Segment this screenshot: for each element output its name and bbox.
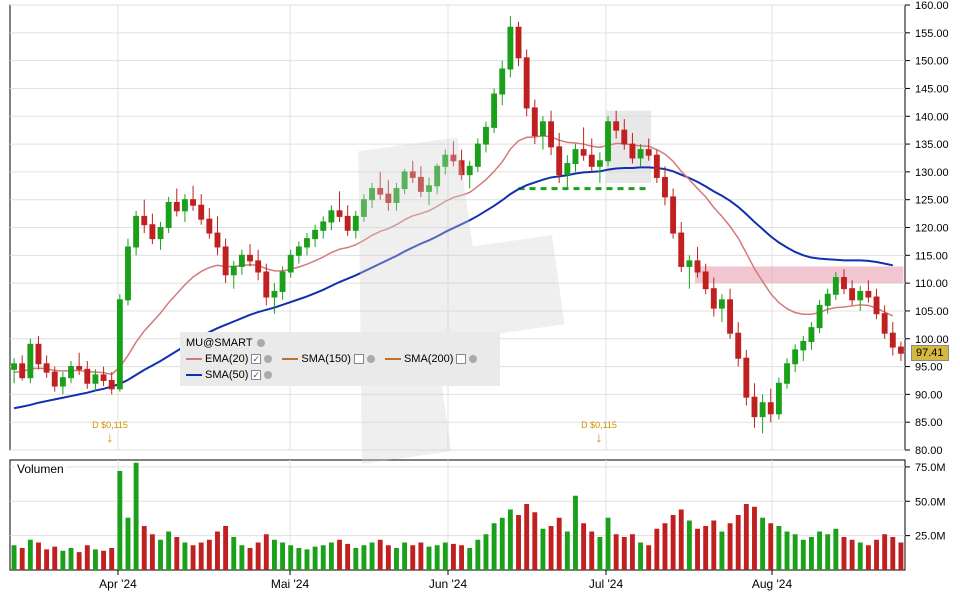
legend-settings-icon[interactable] bbox=[469, 355, 477, 363]
legend-checkbox[interactable] bbox=[251, 354, 261, 364]
legend-checkbox[interactable] bbox=[251, 370, 261, 380]
svg-text:125.00: 125.00 bbox=[915, 195, 949, 207]
legend-settings-icon[interactable] bbox=[264, 371, 272, 379]
svg-text:85.00: 85.00 bbox=[915, 417, 943, 429]
current-price-tag: 97.41 bbox=[911, 345, 949, 361]
svg-text:145.00: 145.00 bbox=[915, 83, 949, 95]
svg-text:160.00: 160.00 bbox=[915, 0, 949, 12]
svg-text:115.00: 115.00 bbox=[915, 250, 948, 262]
svg-text:105.00: 105.00 bbox=[915, 306, 949, 318]
svg-text:150.00: 150.00 bbox=[915, 56, 949, 68]
symbol-label: MU@SMART bbox=[186, 337, 253, 349]
legend-label: SMA(50) bbox=[205, 369, 248, 381]
svg-text:135.00: 135.00 bbox=[915, 139, 949, 151]
svg-text:Jun '24: Jun '24 bbox=[429, 577, 468, 591]
svg-text:Jul '24: Jul '24 bbox=[589, 577, 624, 591]
legend-label: SMA(200) bbox=[404, 353, 454, 365]
stock-chart-container: 80.00 85.00 90.00 95.00 100.00 105.00 110.00 11… bbox=[0, 0, 960, 600]
legend-label: SMA(150) bbox=[301, 353, 351, 365]
svg-text:95.00: 95.00 bbox=[915, 362, 943, 374]
chart-svg[interactable]: 80.00 85.00 90.00 95.00 100.00 105.00 110.00 11… bbox=[0, 0, 960, 600]
legend-checkbox[interactable] bbox=[456, 354, 466, 364]
svg-text:80.00: 80.00 bbox=[915, 445, 943, 457]
svg-text:25.0M: 25.0M bbox=[915, 531, 946, 543]
svg-text:50.0M: 50.0M bbox=[915, 496, 946, 508]
svg-text:140.00: 140.00 bbox=[915, 111, 949, 123]
svg-text:100.00: 100.00 bbox=[915, 334, 949, 346]
svg-text:130.00: 130.00 bbox=[915, 167, 949, 179]
volume-panel-label: Volumen bbox=[15, 462, 66, 476]
symbol-settings-icon[interactable] bbox=[257, 339, 265, 347]
svg-text:↓: ↓ bbox=[596, 429, 603, 445]
legend-settings-icon[interactable] bbox=[367, 355, 375, 363]
svg-text:75.0M: 75.0M bbox=[915, 462, 946, 474]
svg-text:Aug '24: Aug '24 bbox=[752, 577, 793, 591]
svg-text:155.00: 155.00 bbox=[915, 28, 949, 40]
svg-text:110.00: 110.00 bbox=[915, 278, 948, 290]
svg-text:Mai '24: Mai '24 bbox=[271, 577, 310, 591]
svg-text:90.00: 90.00 bbox=[915, 389, 943, 401]
svg-text:↓: ↓ bbox=[107, 429, 114, 445]
legend-box: MU@SMART EMA(20) SMA(150) SMA(200) SMA(50) bbox=[180, 332, 500, 386]
svg-text:Apr '24: Apr '24 bbox=[99, 577, 137, 591]
legend-label: EMA(20) bbox=[205, 353, 248, 365]
legend-settings-icon[interactable] bbox=[264, 355, 272, 363]
legend-checkbox[interactable] bbox=[354, 354, 364, 364]
svg-text:120.00: 120.00 bbox=[915, 223, 949, 235]
